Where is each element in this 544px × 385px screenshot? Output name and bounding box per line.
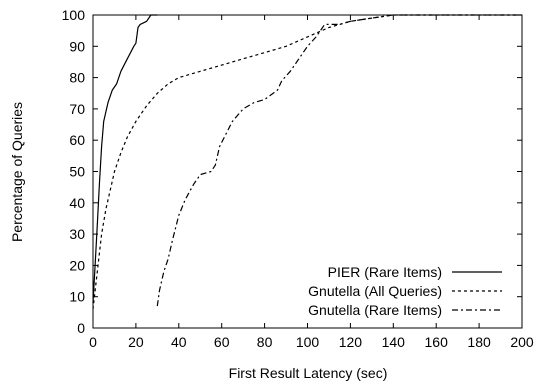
legend-label: PIER (Rare Items)	[328, 264, 442, 280]
y-tick-label: 60	[69, 132, 85, 148]
x-tick-label: 80	[257, 334, 273, 350]
x-tick-label: 0	[89, 334, 97, 350]
y-tick-label: 20	[69, 257, 85, 273]
x-tick-label: 120	[339, 334, 363, 350]
series-line	[156, 14, 522, 307]
y-axis-label: Percentage of Queries	[9, 102, 25, 242]
x-tick-label: 200	[510, 334, 534, 350]
x-tick-label: 160	[425, 334, 449, 350]
x-tick-label: 180	[467, 334, 491, 350]
y-tick-label: 40	[69, 195, 85, 211]
y-tick-label: 90	[69, 38, 85, 54]
x-tick-label: 60	[214, 334, 230, 350]
legend: PIER (Rare Items) Gnutella (All Queries) G…	[308, 264, 502, 318]
plot-frame	[92, 14, 523, 329]
y-tick-label: 80	[69, 70, 85, 86]
series-line	[92, 14, 522, 310]
y-tick-label: 10	[69, 289, 85, 305]
series-line	[92, 14, 158, 304]
x-axis-label: First Result Latency (sec)	[229, 365, 388, 381]
y-tick-label: 100	[62, 7, 86, 23]
x-tick-label: 140	[382, 334, 406, 350]
x-tick-label: 40	[171, 334, 187, 350]
legend-label: Gnutella (Rare Items)	[308, 302, 442, 318]
x-tick-label: 100	[296, 334, 320, 350]
x-tick-label: 20	[128, 334, 144, 350]
y-tick-label: 0	[77, 320, 85, 336]
y-tick-label: 70	[69, 101, 85, 117]
legend-label: Gnutella (All Queries)	[308, 283, 442, 299]
y-tick-label: 30	[69, 226, 85, 242]
y-tick-label: 50	[69, 164, 85, 180]
